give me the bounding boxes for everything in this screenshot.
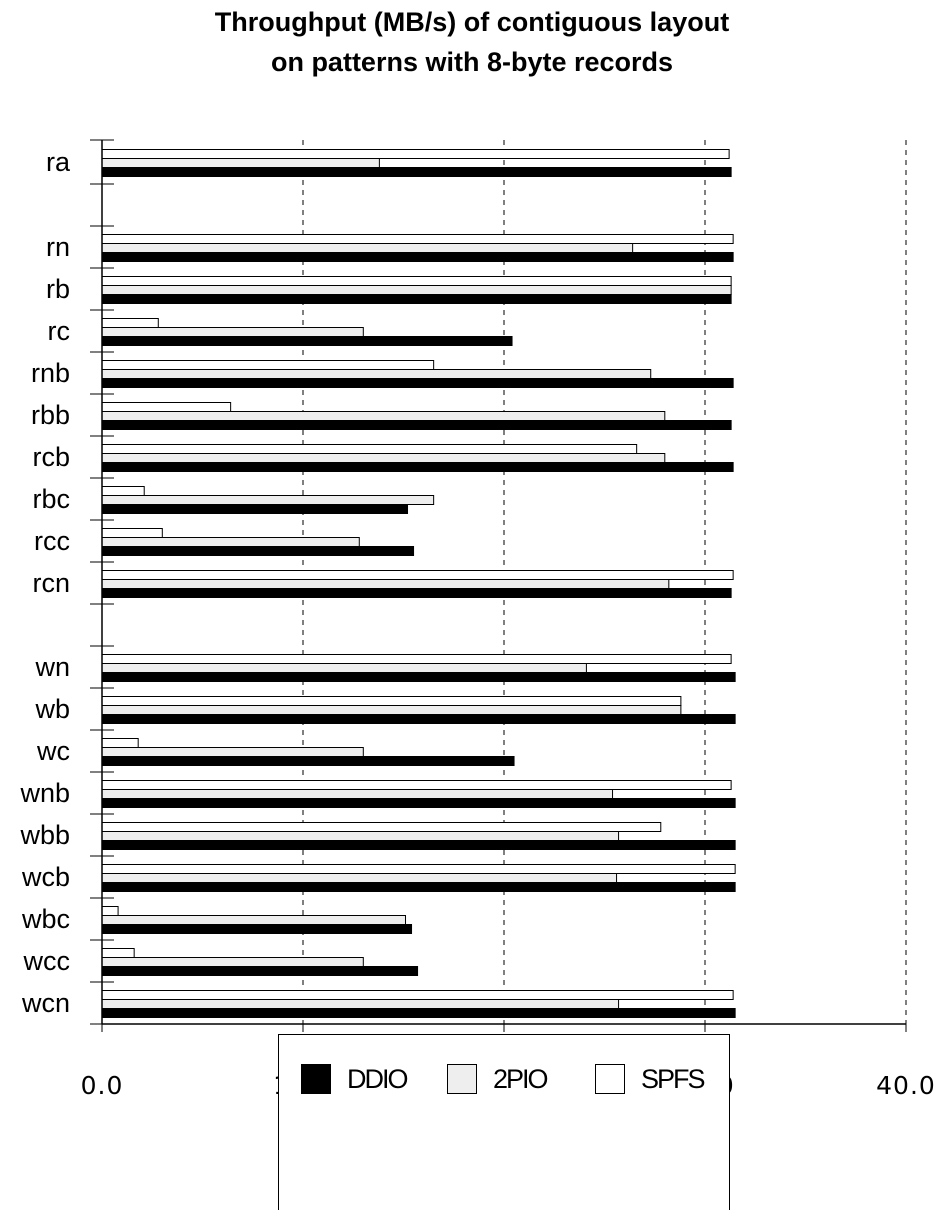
- legend-item-ddio: DDIO: [301, 1061, 408, 1097]
- bar-spfs-wb: [101, 696, 682, 706]
- bar-ddio-rbb: [101, 420, 732, 430]
- bar-2pio-rc: [101, 327, 364, 337]
- bar-2pio-wcb: [101, 873, 618, 883]
- bar-ddio-wcn: [101, 1008, 736, 1018]
- bar-ddio-ra: [101, 167, 732, 177]
- bar-2pio-rn: [101, 243, 634, 253]
- bar-spfs-wn: [101, 654, 732, 664]
- chart-title-line-2: on patterns with 8-byte records: [270, 47, 674, 77]
- bar-2pio-wb: [101, 705, 682, 715]
- category-label: wnb: [19, 778, 70, 808]
- bar-ddio-wcc: [101, 966, 419, 976]
- bar-spfs-rcn: [101, 570, 734, 580]
- bar-ddio-wn: [101, 672, 736, 682]
- bar-spfs-rcc: [101, 528, 163, 538]
- category-label: wbc: [21, 904, 70, 934]
- bar-2pio-wbb: [101, 831, 620, 841]
- legend-label-2pio: 2PIO: [493, 1063, 549, 1094]
- category-label: rcb: [32, 442, 70, 472]
- bar-ddio-rnb: [101, 378, 734, 388]
- category-label: wcn: [21, 988, 70, 1018]
- bar-spfs-wcb: [101, 864, 736, 874]
- bar-2pio-rcc: [101, 537, 360, 547]
- category-label: rb: [46, 274, 70, 304]
- x-tick-label: 0.0: [81, 1071, 124, 1100]
- bar-2pio-wn: [101, 663, 587, 673]
- bar-spfs-rb: [101, 276, 732, 286]
- bar-2pio-rb: [101, 285, 732, 295]
- legend: DDIO 2PIO SPFS: [278, 1034, 730, 1210]
- legend-swatch-spfs: [595, 1064, 625, 1094]
- bar-ddio-rcc: [101, 546, 415, 556]
- legend-label-ddio: DDIO: [347, 1063, 408, 1094]
- category-label: rc: [48, 316, 71, 346]
- bar-ddio-rcb: [101, 462, 734, 472]
- bar-spfs-rc: [101, 318, 159, 328]
- bar-spfs-wbb: [101, 822, 662, 832]
- bars: [101, 149, 736, 1018]
- bar-2pio-ra: [101, 158, 380, 168]
- bar-spfs-ra: [101, 149, 730, 159]
- bar-spfs-rcb: [101, 444, 638, 454]
- axes: [90, 139, 907, 1032]
- bar-ddio-wcb: [101, 882, 736, 892]
- bar-2pio-rbc: [101, 495, 435, 505]
- legend-item-spfs: SPFS: [595, 1061, 706, 1097]
- category-label: rcn: [32, 568, 70, 598]
- bar-spfs-rn: [101, 234, 734, 244]
- chart-title-line-1: Throughput (MB/s) of contiguous layout: [214, 7, 730, 37]
- bar-2pio-wnb: [101, 789, 614, 799]
- category-label: rbc: [32, 484, 70, 514]
- category-label: rn: [46, 232, 70, 262]
- bar-ddio-wbb: [101, 840, 736, 850]
- bar-ddio-wc: [101, 756, 515, 766]
- bar-2pio-wcn: [101, 999, 620, 1009]
- bar-2pio-rcb: [101, 453, 666, 463]
- category-label: wcc: [23, 946, 71, 976]
- category-label: rnb: [31, 358, 70, 388]
- chart-title: Throughput (MB/s) of contiguous layout o…: [0, 2, 944, 82]
- category-label: wc: [36, 736, 70, 766]
- bar-ddio-rb: [101, 294, 732, 304]
- bar-2pio-rbb: [101, 411, 666, 421]
- bar-2pio-wc: [101, 747, 364, 757]
- bar-spfs-rbc: [101, 486, 145, 496]
- bar-ddio-rc: [101, 336, 513, 346]
- legend-swatch-ddio: [301, 1064, 331, 1094]
- bar-2pio-rcn: [101, 579, 670, 589]
- bar-2pio-wcc: [101, 957, 364, 967]
- bar-spfs-wnb: [101, 780, 732, 790]
- category-label: wbb: [19, 820, 70, 850]
- bar-ddio-wbc: [101, 924, 413, 934]
- bar-ddio-wb: [101, 714, 736, 724]
- category-label: wb: [34, 694, 70, 724]
- category-label: ra: [46, 147, 71, 177]
- bar-2pio-wbc: [101, 915, 407, 925]
- bar-spfs-rbb: [101, 402, 232, 412]
- x-tick-label: 40.0: [876, 1071, 936, 1100]
- bar-2pio-rnb: [101, 369, 652, 379]
- bar-spfs-rnb: [101, 360, 435, 370]
- legend-item-2pio: 2PIO: [447, 1061, 549, 1097]
- bar-ddio-rcn: [101, 588, 732, 598]
- bar-ddio-wnb: [101, 798, 736, 808]
- bar-spfs-wcn: [101, 990, 734, 1000]
- bar-ddio-rn: [101, 252, 734, 262]
- bar-spfs-wcc: [101, 948, 135, 958]
- legend-swatch-2pio: [447, 1064, 477, 1094]
- category-label: wcb: [21, 862, 70, 892]
- category-label: rcc: [34, 526, 70, 556]
- bar-spfs-wc: [101, 738, 139, 748]
- category-label: wn: [34, 652, 70, 682]
- bar-spfs-wbc: [101, 906, 119, 916]
- legend-label-spfs: SPFS: [641, 1063, 706, 1094]
- bar-ddio-rbc: [101, 504, 409, 514]
- category-label: rbb: [31, 400, 70, 430]
